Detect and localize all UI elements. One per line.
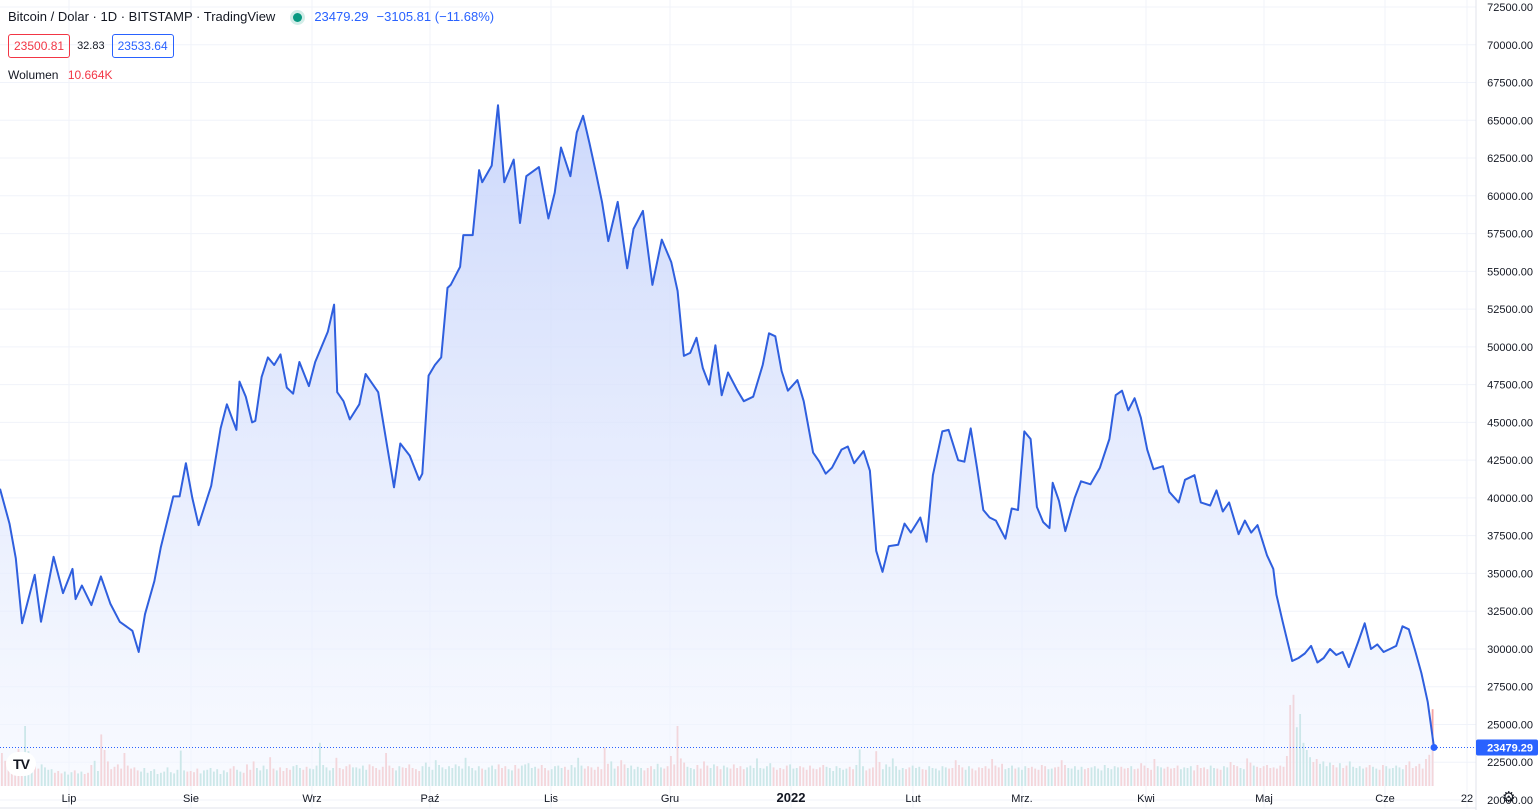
y-tick-label: 52500.00 (1487, 304, 1533, 316)
y-tick-label: 27500.00 (1487, 682, 1533, 694)
price-series-line (0, 104, 1435, 748)
last-price-tag (1476, 739, 1538, 756)
x-tick-label: Maj (1255, 793, 1273, 805)
x-tick-label: 22 (1461, 793, 1473, 805)
price-area (0, 105, 1434, 786)
price-line (0, 104, 1435, 748)
price-change: −3105.81 (−11.68%) (376, 9, 495, 24)
y-tick-label: 32500.00 (1487, 606, 1533, 618)
y-tick-label: 30000.00 (1487, 644, 1533, 656)
y-tick-label: 22500.00 (1487, 757, 1533, 769)
y-tick-label: 62500.00 (1487, 153, 1533, 165)
last-price-tag-label: 23479.29 (1487, 742, 1533, 754)
volume-label[interactable]: Wolumen (8, 68, 59, 82)
y-tick-label: 60000.00 (1487, 191, 1533, 203)
spread-value: 32.83 (77, 40, 105, 52)
x-tick-label: 2022 (777, 790, 806, 805)
y-tick-label: 57500.00 (1487, 229, 1533, 241)
y-tick-label: 55000.00 (1487, 266, 1533, 278)
y-tick-label: 37500.00 (1487, 531, 1533, 543)
x-tick-label: Cze (1375, 793, 1395, 805)
last-price: 23479.29 (314, 9, 369, 24)
y-tick-label: 47500.00 (1487, 380, 1533, 392)
x-tick-label: Mrz. (1011, 793, 1032, 805)
tradingview-logo-icon[interactable]: TV (6, 752, 36, 776)
y-tick-label: 42500.00 (1487, 455, 1533, 467)
sell-price-button[interactable]: 23500.81 (8, 34, 71, 58)
x-tick-label: Paź (421, 793, 440, 805)
x-tick-label: Wrz (302, 793, 321, 805)
last-price-dot (1430, 743, 1438, 751)
gear-icon[interactable]: ⚙ (1502, 789, 1516, 806)
y-tick-label: 67500.00 (1487, 78, 1533, 90)
x-tick-label: Kwi (1137, 793, 1155, 805)
buy-price-button[interactable]: 23533.64 (111, 34, 174, 58)
volume-value: 10.664K (67, 68, 113, 82)
y-tick-label: 45000.00 (1487, 417, 1533, 429)
x-tick-label: Sie (183, 793, 199, 805)
x-tick-label: Lut (905, 793, 920, 805)
y-tick-label: 70000.00 (1487, 40, 1533, 52)
y-tick-label: 72500.00 (1487, 2, 1533, 14)
x-tick-label: Lis (544, 793, 559, 805)
y-tick-label: 35000.00 (1487, 568, 1533, 580)
x-tick-label: Gru (661, 793, 679, 805)
symbol-title[interactable]: Bitcoin / Dolar · 1D · BITSTAMP · Tradin… (8, 9, 276, 24)
y-tick-label: 65000.00 (1487, 115, 1533, 127)
market-open-indicator-icon (293, 12, 303, 22)
y-tick-label: 50000.00 (1487, 342, 1533, 354)
price-area-fill (0, 105, 1434, 786)
x-tick-label: Lip (62, 793, 77, 805)
chart-legend: Bitcoin / Dolar · 1D · BITSTAMP · Tradin… (8, 8, 494, 84)
y-tick-label: 25000.00 (1487, 719, 1533, 731)
y-tick-label: 20000.00 (1487, 795, 1533, 807)
y-tick-label: 40000.00 (1487, 493, 1533, 505)
last-price-marker: 23479.29 (0, 739, 1538, 756)
